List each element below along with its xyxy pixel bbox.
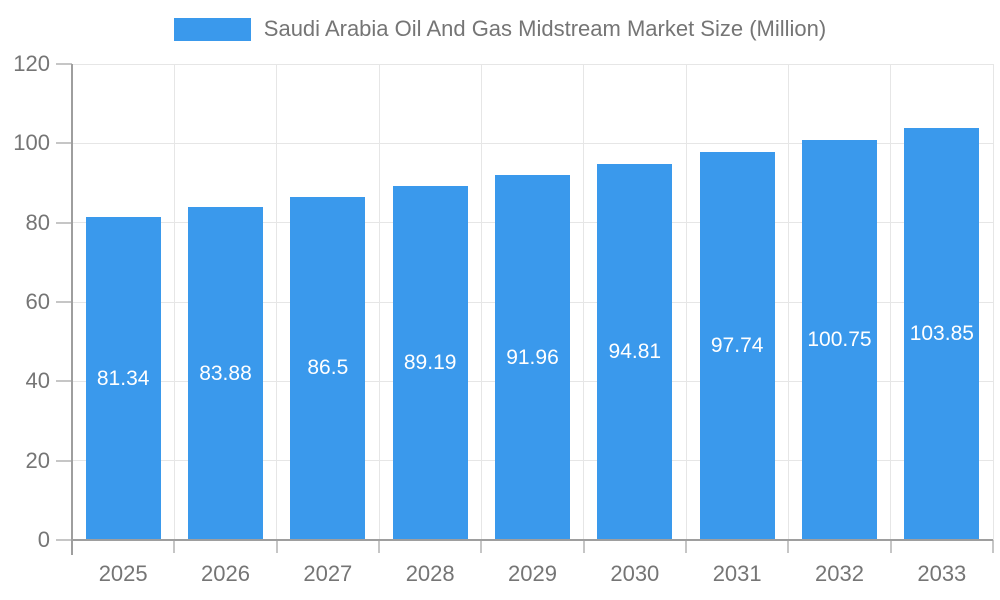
y-tick-60 [56, 301, 72, 303]
gridline-x-boundary [480, 64, 482, 540]
x-axis-label-2025: 2025 [98, 561, 148, 586]
y-axis-label-20: 20 [25, 447, 50, 473]
bar-2029[interactable] [495, 175, 570, 540]
bar-2033[interactable] [904, 128, 980, 540]
x-axis-label-2029: 2029 [508, 561, 557, 586]
x-tick-boundary [685, 540, 687, 553]
gridline-x-boundary [378, 64, 380, 540]
bar-2025[interactable] [85, 217, 161, 540]
x-tick-boundary [378, 540, 380, 553]
y-axis-line [71, 64, 73, 555]
x-tick-boundary [275, 540, 278, 553]
y-tick-100 [56, 142, 72, 145]
x-axis-label-2028: 2028 [405, 561, 455, 586]
y-axis-label-60: 60 [25, 289, 50, 314]
y-axis-label-40: 40 [25, 368, 50, 394]
bar-2031[interactable] [699, 152, 775, 540]
x-axis-label-2031: 2031 [712, 561, 762, 586]
x-tick-boundary [480, 540, 483, 553]
y-axis-label-0: 0 [37, 527, 50, 552]
bar-2027[interactable] [290, 196, 366, 540]
x-axis-label-2027: 2027 [303, 561, 353, 586]
gridline-x-boundary [992, 64, 994, 540]
y-axis-label-100: 100 [13, 130, 50, 156]
gridline-x-boundary [173, 64, 175, 540]
x-axis-label-2030: 2030 [610, 561, 660, 586]
bar-2026[interactable] [188, 207, 263, 540]
x-tick-boundary [889, 540, 892, 553]
bar-2030[interactable] [597, 163, 673, 540]
x-axis-line [72, 539, 993, 541]
y-tick-120 [56, 63, 72, 65]
gridline-x-boundary [276, 64, 278, 540]
x-tick-boundary [992, 540, 994, 553]
y-axis-label-80: 80 [25, 209, 50, 235]
y-tick-80 [56, 221, 72, 224]
gridline-y-120 [72, 63, 993, 65]
x-tick-boundary [582, 540, 585, 553]
y-tick-20 [56, 459, 72, 462]
bar-2032[interactable] [802, 140, 877, 540]
gridline-x-boundary [685, 64, 687, 540]
legend-swatch [173, 17, 251, 41]
x-axis-label-2032: 2032 [815, 561, 864, 586]
y-axis-label-120: 120 [13, 51, 50, 76]
y-tick-0 [56, 539, 72, 541]
x-axis-label-2033: 2033 [917, 561, 967, 586]
bar-2028[interactable] [392, 186, 468, 540]
gridline-x-boundary [583, 64, 585, 540]
x-tick-boundary [173, 540, 176, 553]
gridline-y-100 [72, 142, 993, 144]
chart-legend[interactable]: Saudi Arabia Oil And Gas Midstream Marke… [0, 16, 1000, 42]
gridline-x-boundary [787, 64, 789, 540]
x-tick-boundary [787, 540, 790, 553]
y-tick-40 [56, 380, 72, 383]
x-axis-label-2026: 2026 [201, 561, 250, 586]
legend-label: Saudi Arabia Oil And Gas Midstream Marke… [263, 16, 827, 41]
gridline-x-boundary [890, 64, 892, 540]
